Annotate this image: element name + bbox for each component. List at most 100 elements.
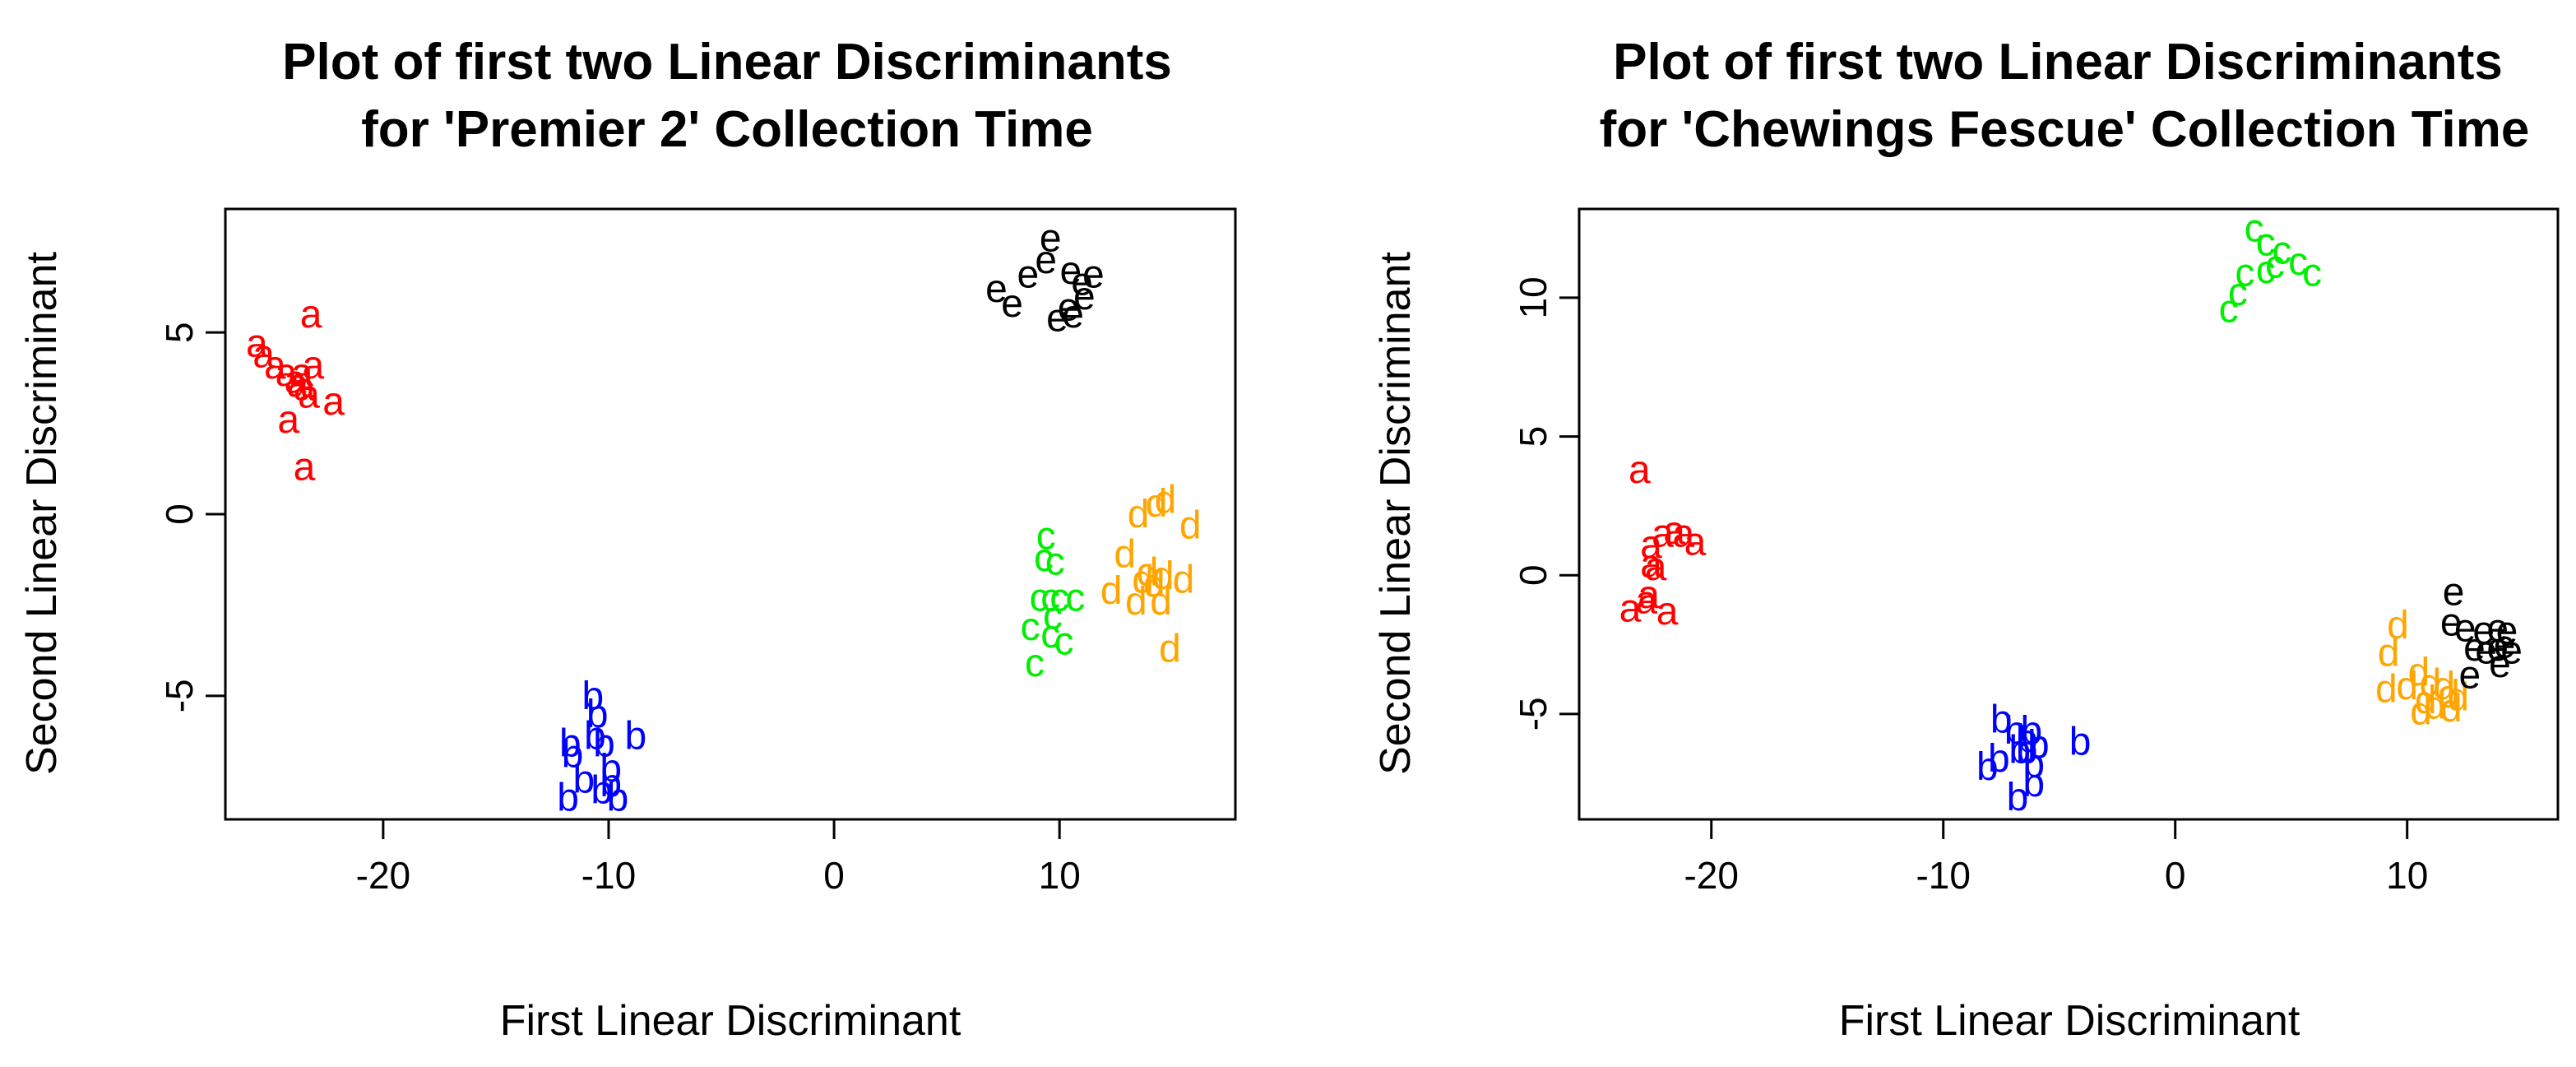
chart-1-point-b: b: [625, 714, 647, 758]
chart-1-point-e: e: [1035, 239, 1057, 282]
chart-1-point-d: d: [1143, 562, 1165, 605]
chart-1-point-d: d: [1132, 559, 1154, 602]
chart-2-point-d: d: [2447, 676, 2469, 720]
chart-1-point-e: e: [1046, 297, 1068, 341]
chart-1-point-e: e: [1071, 260, 1093, 304]
chart-2-y-tick-label: -5: [1512, 697, 1554, 731]
chart-1-point-c: c: [1021, 605, 1040, 649]
chart-1-point-c: c: [1040, 613, 1060, 656]
chart-1-point-b: b: [600, 747, 622, 791]
chart-1-point-e: e: [1040, 216, 1062, 260]
chart-2-title-line-2: for 'Chewings Fescue' Collection Time: [1600, 101, 2530, 158]
chart-1-x-tick-label: 10: [1039, 854, 1081, 897]
chart-2-point-c: c: [2235, 252, 2254, 295]
chart-2-point-b: b: [2022, 743, 2045, 786]
chart-1-point-d: d: [1125, 580, 1147, 624]
chart-1-point-e: e: [1001, 282, 1023, 326]
chart-2-point-d: d: [2410, 689, 2432, 733]
chart-1-point-a: a: [276, 351, 298, 395]
chart-2-y-tick-label: 10: [1512, 276, 1554, 318]
chart-1-y-tick-label: 5: [158, 322, 201, 343]
chart-1-point-d: d: [1128, 493, 1150, 536]
chart-1-point-c: c: [1030, 577, 1049, 620]
chart-1-point-c: c: [1040, 577, 1060, 620]
chart-1-point-c: c: [1049, 577, 1069, 620]
chart-2-x-tick-label: -20: [1684, 854, 1738, 897]
chart-1-title-line-2: for 'Premier 2' Collection Time: [361, 101, 1093, 158]
chart-2-point-c: c: [2272, 230, 2291, 273]
chart-2-x-tick-label: 0: [2165, 854, 2186, 897]
chart-2-axes: -20 -10 0 10 -5 0 5 10: [1512, 276, 2428, 897]
chart-1-point-c: c: [1054, 620, 1074, 664]
chart-1-point-b: b: [591, 769, 613, 813]
chart-1-point-d: d: [1179, 503, 1202, 547]
chart-1-point-e: e: [1062, 293, 1084, 336]
chart-chewings-fescue: Plot of first two Linear Discriminants f…: [1372, 34, 2560, 1045]
chart-2-point-a: a: [1673, 513, 1695, 556]
chart-1-point-b: b: [593, 721, 615, 765]
chart-2-y-axis-label: Second Linear Discriminant: [1372, 252, 1420, 775]
chart-2-point-e: e: [2494, 624, 2516, 667]
chart-2-point-c: c: [2288, 240, 2308, 284]
chart-2-point-a: a: [1629, 448, 1651, 492]
chart-2-point-e: e: [2463, 626, 2486, 670]
chart-2-point-b: b: [1990, 698, 2013, 742]
chart-2-point-b: b: [2022, 762, 2045, 805]
chart-2-point-c: c: [2245, 207, 2264, 251]
chart-1-point-a: a: [277, 398, 299, 442]
chart-1-point-a: a: [294, 365, 316, 409]
chart-1-point-e: e: [1082, 253, 1105, 297]
chart-2-point-a: a: [1656, 590, 1679, 633]
chart-2-y-tick-label: 5: [1512, 426, 1554, 448]
chart-1-title-line-1: Plot of first two Linear Discriminants: [282, 34, 1172, 90]
chart-2-point-d: d: [2440, 687, 2462, 731]
chart-2-point-e: e: [2500, 629, 2523, 672]
chart-1-y-tick-label: -5: [158, 679, 201, 712]
chart-2-point-b: b: [1988, 737, 2010, 781]
chart-1-point-a: a: [300, 293, 322, 336]
chart-1-point-c: c: [1036, 515, 1056, 559]
chart-2-point-e: e: [2486, 626, 2509, 670]
chart-1-point-b: b: [572, 758, 595, 801]
chart-1-point-a: a: [285, 359, 307, 402]
chart-2-point-b: b: [2021, 709, 2043, 753]
chart-2-point-e: e: [2454, 606, 2476, 650]
chart-2-point-a: a: [1640, 543, 1662, 587]
chart-2-point-d: d: [2407, 651, 2430, 694]
chart-2-point-c: c: [2302, 252, 2322, 295]
chart-2-point-b: b: [2008, 729, 2031, 772]
chart-1-point-d: d: [1137, 551, 1159, 595]
chart-1-point-a: a: [246, 322, 268, 365]
chart-2-point-e: e: [2440, 601, 2462, 645]
chart-2-point-e: e: [2496, 610, 2518, 653]
chart-2-point-d: d: [2387, 604, 2409, 647]
chart-1-x-tick-label: -10: [581, 854, 636, 897]
chart-2-point-c: c: [2219, 287, 2239, 331]
chart-2-point-e: e: [2475, 629, 2497, 672]
chart-1-point-d: d: [1152, 554, 1174, 598]
chart-1-point-a: a: [253, 333, 275, 377]
chart-1-point-e: e: [985, 267, 1008, 311]
chart-1-point-a: a: [291, 351, 313, 395]
chart-1-point-a: a: [286, 362, 308, 406]
chart-2-point-d: d: [2415, 679, 2437, 722]
chart-2-point-a: a: [1663, 509, 1685, 553]
chart-1-point-a: a: [298, 373, 320, 416]
chart-1-point-d: d: [1150, 580, 1172, 624]
chart-1-point-e: e: [1060, 249, 1082, 293]
chart-1-point-b: b: [559, 721, 581, 765]
chart-2-point-c: c: [2228, 271, 2248, 314]
chart-2-x-axis-label: First Linear Discriminant: [1839, 997, 2300, 1045]
chart-2-point-a: a: [1684, 521, 1707, 564]
chart-2-point-b: b: [2007, 776, 2029, 819]
chart-2-point-b: b: [2004, 709, 2027, 753]
chart-2-point-d: d: [2424, 684, 2446, 728]
chart-1-point-c: c: [1034, 536, 1054, 580]
chart-2-point-e: e: [2489, 643, 2511, 686]
chart-2-point-d: d: [2378, 632, 2400, 675]
chart-2-point-d: d: [2375, 667, 2398, 711]
chart-2-point-b: b: [1976, 745, 1999, 789]
